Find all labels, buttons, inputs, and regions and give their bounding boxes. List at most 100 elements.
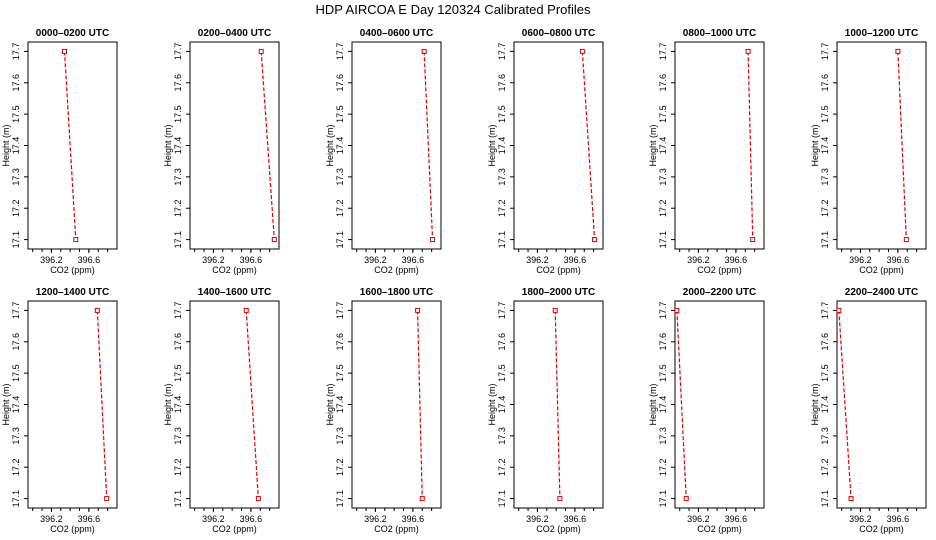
y-tick-label: 17.4 [173,396,183,414]
y-axis-label: Height (m) [487,383,497,425]
data-point [430,237,436,243]
y-tick-label: 17.1 [11,490,21,508]
data-point [255,496,261,502]
y-tick-label: 17.6 [658,333,668,351]
y-tick-label: 17.7 [335,43,345,61]
profile-line [838,310,852,499]
y-tick-label: 17.1 [497,231,507,249]
y-tick-label: 17.5 [497,105,507,123]
y-tick-label: 17.6 [335,333,345,351]
x-tick-label: 396.2 [364,514,387,524]
profile-line [423,51,434,240]
y-tick-label: 17.6 [497,333,507,351]
y-tick-label: 17.6 [658,74,668,92]
y-tick-label: 17.2 [497,458,507,476]
y-tick-label: 17.4 [11,396,21,414]
x-axis-label: CO2 (ppm) [50,265,95,275]
y-tick-label: 17.1 [173,490,183,508]
y-tick-label: 17.5 [11,105,21,123]
x-tick-label: 396.6 [78,255,101,265]
y-tick-label: 17.3 [335,168,345,186]
x-axis-label: CO2 (ppm) [859,524,904,534]
y-tick-label: 17.2 [11,199,21,217]
data-point [104,496,110,502]
x-axis-label: CO2 (ppm) [536,265,581,275]
profile-line [63,51,77,240]
x-axis-label: CO2 (ppm) [536,524,581,534]
panel-title: 1200–1400 UTC [36,287,109,298]
x-tick-label: 396.2 [849,514,872,524]
plot-frame [351,300,442,509]
profile-line [260,51,275,240]
y-tick-label: 17.2 [173,458,183,476]
y-axis-label: Height (m) [163,124,173,166]
data-point [552,307,558,313]
x-tick-label: 396.2 [526,255,549,265]
y-tick-label: 17.3 [173,427,183,445]
y-tick-label: 17.3 [658,427,668,445]
profile-line [897,51,907,240]
y-tick-label: 17.5 [173,105,183,123]
y-axis-label: Height (m) [325,383,335,425]
plot-frame [27,41,118,250]
data-point [745,48,751,54]
data-point [836,307,842,313]
y-tick-label: 17.6 [497,74,507,92]
data-point [674,307,680,313]
y-tick-label: 17.6 [173,74,183,92]
x-tick-label: 396.6 [402,514,425,524]
panel-title: 1800–2000 UTC [522,287,595,298]
y-axis-label: Height (m) [487,124,497,166]
profile-line [245,310,259,499]
x-tick-label: 396.6 [725,514,748,524]
panel-title: 1400–1600 UTC [198,287,271,298]
y-tick-label: 17.4 [497,137,507,155]
y-tick-label: 17.1 [335,231,345,249]
y-tick-label: 17.4 [11,137,21,155]
y-tick-label: 17.6 [820,74,830,92]
y-tick-label: 17.6 [11,333,21,351]
y-tick-label: 17.4 [335,396,345,414]
x-axis-label: CO2 (ppm) [50,524,95,534]
y-tick-label: 17.1 [820,231,830,249]
x-tick-label: 396.6 [240,514,263,524]
y-tick-label: 17.3 [820,168,830,186]
y-tick-label: 17.5 [658,364,668,382]
x-axis-label: CO2 (ppm) [212,524,257,534]
y-tick-label: 17.3 [658,168,668,186]
y-tick-label: 17.7 [173,302,183,320]
y-tick-label: 17.1 [497,490,507,508]
x-axis-label: CO2 (ppm) [374,265,419,275]
panel-title: 1000–1200 UTC [845,28,918,39]
panel-title: 0400–0600 UTC [360,28,433,39]
y-tick-label: 17.3 [497,168,507,186]
panel-title: 0600–0800 UTC [522,28,595,39]
x-tick-label: 396.2 [687,514,710,524]
y-tick-label: 17.3 [497,427,507,445]
data-point [258,48,264,54]
plot-frame [513,41,604,250]
y-tick-label: 17.3 [11,168,21,186]
data-point [579,48,585,54]
y-tick-label: 17.3 [335,427,345,445]
data-point [903,237,909,243]
x-tick-label: 396.2 [526,514,549,524]
plot-frame [513,300,604,509]
x-tick-label: 396.2 [849,255,872,265]
y-tick-label: 17.3 [11,427,21,445]
y-tick-label: 17.7 [497,43,507,61]
x-tick-label: 396.6 [402,255,425,265]
y-tick-label: 17.7 [820,302,830,320]
y-tick-label: 17.2 [497,199,507,217]
data-point [62,48,68,54]
data-point [557,496,563,502]
data-point [421,48,427,54]
x-axis-label: CO2 (ppm) [212,265,257,275]
data-point [94,307,100,313]
plot-frame [27,300,118,509]
profile-line [676,310,687,499]
y-tick-label: 17.7 [11,302,21,320]
x-tick-label: 396.2 [202,514,225,524]
y-tick-label: 17.1 [335,490,345,508]
y-tick-label: 17.5 [658,105,668,123]
